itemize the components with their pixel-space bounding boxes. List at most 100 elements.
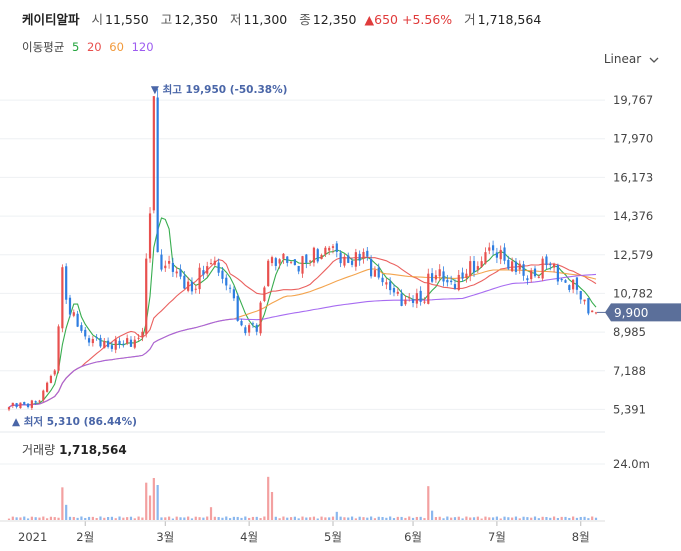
candle-body [503, 247, 506, 261]
volume-bar [206, 516, 209, 520]
candle-body [594, 312, 598, 314]
high-label: 고 [160, 12, 173, 27]
candle-body [209, 263, 213, 265]
volume-bar [209, 507, 213, 520]
candle-body [286, 256, 289, 263]
low-value: 11,300 [243, 12, 288, 27]
volume-bar [545, 517, 548, 520]
volume-bar [568, 517, 571, 520]
volume-bar [370, 516, 373, 520]
candle-body [545, 256, 548, 266]
close-label: 종 [299, 12, 311, 27]
volume-bar [99, 516, 102, 520]
stock-header: 케이티알파 시 11,550 고 12,350 저 11,300 종 12,350 ▲65… [22, 9, 549, 28]
volume-bar [156, 485, 159, 520]
candle-body [499, 249, 502, 260]
candle-body [198, 267, 201, 290]
candle-body [289, 261, 293, 263]
candle-body [99, 337, 102, 347]
volume-bar [278, 518, 281, 520]
last-price-tag [605, 303, 681, 322]
volume-bar [331, 516, 335, 520]
change-pct: +5.56% [401, 12, 453, 27]
candle-body [438, 269, 441, 277]
volume-bar [446, 516, 449, 520]
candle-body [514, 261, 518, 272]
candle-body [53, 370, 56, 375]
candle-body [309, 260, 312, 262]
candle-body [164, 265, 167, 269]
volume-bar [575, 517, 579, 520]
volume-bar [591, 516, 594, 520]
candle-body [167, 260, 171, 264]
ma-60-label[interactable]: 60 [109, 40, 124, 54]
scale-selector[interactable]: Linear [604, 52, 659, 66]
low-label: 저 [230, 12, 242, 27]
candle-body [15, 403, 18, 408]
y-tick-label: 7,188 [613, 364, 646, 378]
volume-bar [160, 517, 163, 520]
candle-body [423, 301, 426, 303]
volume-bar [286, 517, 289, 520]
volume-bar [187, 516, 190, 520]
volume-bar [316, 518, 319, 520]
candle-body [392, 288, 396, 293]
volume-bar [476, 516, 479, 520]
candle-body [442, 271, 445, 282]
volume-bar [244, 516, 247, 520]
candle-body [129, 339, 133, 347]
volume-bar [518, 518, 521, 520]
volume-bar [404, 517, 407, 520]
volume-bar [305, 517, 308, 520]
volume-bar [126, 517, 129, 520]
candle-body [457, 274, 460, 290]
volume-bar [480, 518, 483, 520]
volume-bar [579, 516, 582, 520]
x-tick-label: 6월 [404, 530, 422, 544]
volume-bar [87, 516, 91, 520]
volume-bar [396, 516, 399, 520]
volume-bar [274, 516, 277, 520]
volume-bar [76, 517, 79, 520]
volume-bar [450, 517, 453, 520]
ma-5-label[interactable]: 5 [71, 40, 80, 54]
volume-bar [65, 504, 68, 520]
volume-bar [91, 516, 94, 520]
volume-bar [408, 516, 411, 520]
volume-bar [145, 482, 148, 520]
volume-bar [289, 517, 293, 520]
volume-bar [583, 516, 586, 520]
volume-bar [499, 518, 502, 520]
candle-body [465, 273, 468, 279]
candle-body [591, 310, 594, 313]
volume-bar [507, 517, 510, 520]
candle-body [259, 302, 262, 334]
volume-bar [225, 516, 228, 520]
y-tick-label: 16,173 [613, 170, 653, 184]
volume-bar [533, 516, 537, 520]
volume-bar [133, 518, 136, 520]
candle-body [362, 251, 365, 259]
ma-20-label[interactable]: 20 [86, 40, 102, 54]
candle-body [495, 252, 498, 258]
candle-body [183, 275, 186, 289]
candle-body [190, 281, 194, 292]
candle-body [42, 390, 45, 401]
volume-bar [248, 517, 251, 520]
ma-120-label[interactable]: 120 [131, 40, 154, 54]
volume-bar [152, 478, 155, 520]
volume-bar [23, 516, 26, 520]
volume-bar [7, 518, 11, 520]
candle-body [217, 262, 220, 273]
candle-body [446, 279, 449, 283]
volume-bar [465, 516, 468, 520]
candle-body [316, 249, 319, 262]
candle-body [133, 339, 136, 348]
candle-body [23, 402, 26, 405]
volume-label: 거 [464, 12, 476, 27]
volume-bar [328, 517, 331, 520]
y-tick-label: 12,579 [613, 248, 653, 262]
candle-body [411, 299, 415, 303]
candle-body [38, 400, 41, 402]
